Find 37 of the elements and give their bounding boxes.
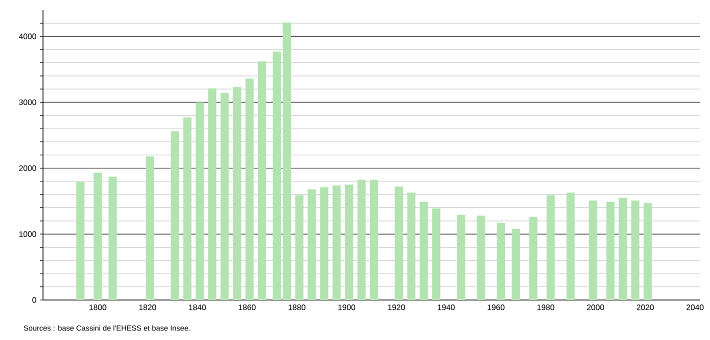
bar (512, 228, 520, 300)
bar (606, 202, 615, 300)
bar (258, 61, 266, 300)
bar (456, 214, 466, 300)
bar (644, 203, 652, 300)
bar (208, 88, 216, 300)
bar (370, 180, 378, 300)
bar (420, 202, 428, 300)
bar (618, 198, 627, 300)
bar (196, 102, 204, 300)
bar (566, 192, 575, 300)
bar (407, 192, 416, 300)
bar (183, 117, 192, 300)
bar (170, 131, 180, 300)
bar (631, 200, 640, 300)
bar (529, 216, 538, 300)
bar (94, 172, 102, 300)
bar (308, 189, 316, 300)
bar (76, 182, 84, 300)
bar (546, 195, 555, 300)
bar (345, 184, 354, 300)
bar (220, 93, 229, 300)
bar (245, 78, 254, 300)
bar (295, 195, 304, 300)
bar (320, 187, 328, 300)
bar (357, 180, 366, 300)
bar (432, 208, 440, 300)
bar (272, 52, 282, 300)
bar (496, 222, 506, 300)
bar (588, 200, 598, 300)
bar (233, 87, 242, 300)
bar (476, 216, 486, 300)
bar (394, 186, 403, 300)
bar (146, 156, 154, 300)
bar (108, 176, 117, 300)
bar (282, 22, 291, 300)
bar (332, 185, 341, 300)
